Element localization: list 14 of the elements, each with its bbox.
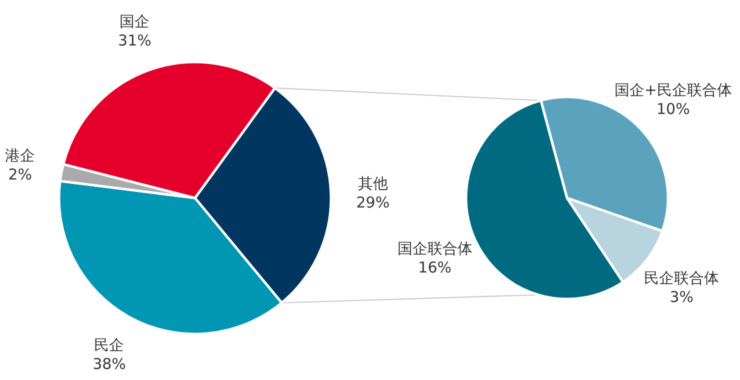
data-label: 29% <box>356 193 390 212</box>
slice-label: 其他 <box>358 174 388 192</box>
slice-label: 民企 <box>94 336 124 354</box>
data-label: 38% <box>92 354 126 373</box>
data-label: 10% <box>656 100 690 118</box>
slice-label: 国企联合体 <box>397 240 472 258</box>
data-label: 16% <box>418 258 452 277</box>
slice-label: 民企联合体 <box>644 268 720 287</box>
data-label: 3% <box>670 288 694 306</box>
slice-label: 港企 <box>5 146 36 165</box>
data-label: 31% <box>118 32 152 50</box>
data-label: 2% <box>8 166 32 184</box>
slice-label: 国企+民企联合体 <box>614 81 732 100</box>
slice-label: 国企 <box>120 12 150 31</box>
